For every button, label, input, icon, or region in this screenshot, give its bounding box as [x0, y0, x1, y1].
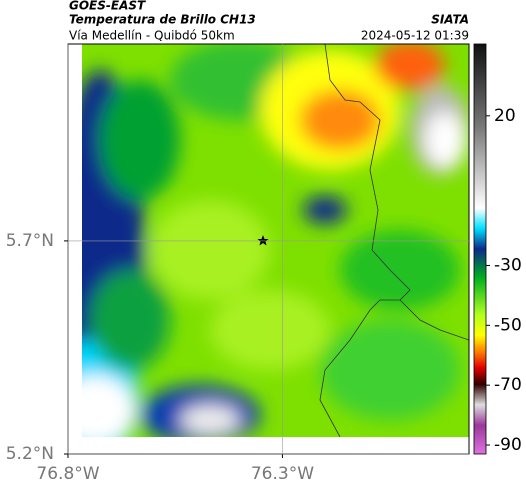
location-star: [257, 235, 269, 246]
x-tick-label: 76.8°W: [36, 464, 99, 484]
source: SIATA: [431, 13, 469, 27]
route: Vía Medellín - Quibdó 50km: [69, 29, 235, 43]
colorbar: [473, 43, 487, 455]
colorbar-tick-label: 20: [494, 106, 516, 126]
x-tick-label: 76.3°W: [251, 464, 314, 484]
colorbar-tick-label: -30: [494, 255, 522, 275]
colorbar-tick-label: -90: [494, 435, 522, 455]
timestamp: 2024-05-12 01:39: [361, 29, 469, 43]
y-tick-label: 5.7°N: [6, 231, 54, 251]
colorbar-tick-label: -70: [494, 375, 522, 395]
title: GOES-EAST: [69, 0, 146, 13]
satellite-image: [82, 44, 469, 437]
subtitle: Temperatura de Brillo CH13: [69, 13, 256, 27]
colorbar-tick-label: -50: [494, 315, 522, 335]
y-tick-label: 5.2°N: [6, 444, 54, 464]
